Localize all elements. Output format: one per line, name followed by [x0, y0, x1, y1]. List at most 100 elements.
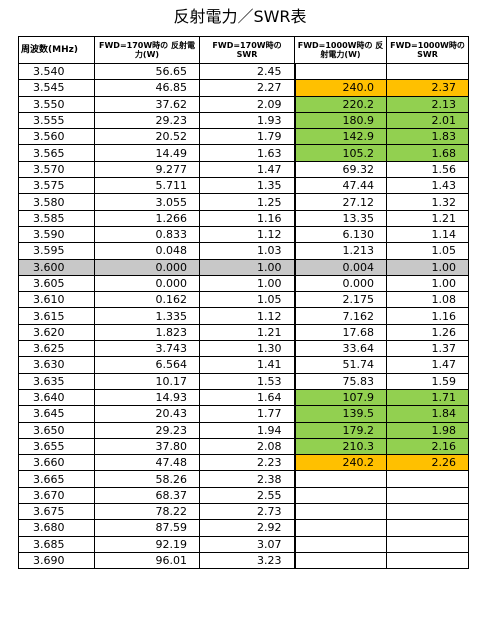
table-row: 3.560 20.52 1.79 142.9 1.83	[18, 128, 469, 146]
table-row: 3.690 96.01 3.23	[18, 551, 469, 570]
cell-reflected-170w: 20.43	[94, 405, 200, 423]
cell-swr-1000w	[386, 62, 469, 81]
cell-frequency: 3.645	[18, 405, 95, 423]
cell-swr-170w: 2.45	[199, 62, 295, 81]
cell-reflected-170w: 0.000	[94, 274, 200, 293]
table-row: 3.580 3.055 1.25 27.12 1.32	[18, 193, 469, 211]
table-row: 3.640 14.93 1.64 107.9 1.71	[18, 388, 469, 407]
table-row: 3.675 78.22 2.73	[18, 503, 469, 521]
cell-swr-1000w	[386, 470, 469, 488]
cell-swr-170w: 1.64	[199, 388, 295, 407]
cell-frequency: 3.660	[18, 454, 95, 472]
table-body: 3.540 56.65 2.45 3.545 46.85 2.27 240.0 2.37 3.5…	[18, 62, 469, 570]
cell-reflected-170w: 3.743	[94, 340, 200, 358]
cell-swr-1000w: 1.37	[386, 340, 469, 358]
cell-reflected-170w: 68.37	[94, 486, 200, 505]
cell-frequency: 3.665	[18, 470, 95, 488]
cell-reflected-170w: 46.85	[94, 79, 200, 97]
cell-reflected-1000w	[293, 519, 387, 537]
cell-swr-170w: 1.41	[199, 356, 295, 374]
cell-swr-170w: 1.21	[199, 323, 295, 342]
cell-reflected-1000w: 180.9	[293, 111, 387, 130]
cell-reflected-170w: 37.62	[94, 95, 200, 113]
cell-swr-1000w: 1.47	[386, 356, 469, 374]
table-row: 3.620 1.823 1.21 17.68 1.26	[18, 323, 469, 342]
cell-swr-170w: 1.12	[199, 307, 295, 325]
cell-swr-170w: 2.08	[199, 437, 295, 456]
cell-frequency: 3.685	[18, 535, 95, 553]
cell-reflected-170w: 1.823	[94, 323, 200, 342]
table-row: 3.660 47.48 2.23 240.2 2.26	[18, 454, 469, 472]
cell-reflected-170w: 0.162	[94, 291, 200, 309]
table-row: 3.555 29.23 1.93 180.9 2.01	[18, 111, 469, 130]
cell-reflected-1000w: 47.44	[293, 177, 387, 195]
cell-reflected-1000w: 220.2	[293, 95, 387, 113]
cell-frequency: 3.595	[18, 242, 95, 260]
cell-reflected-170w: 0.048	[94, 242, 200, 260]
cell-reflected-1000w: 69.32	[293, 160, 387, 179]
header-frequency: 周波数(MHz)	[18, 36, 95, 64]
cell-swr-170w: 2.73	[199, 503, 295, 521]
cell-frequency: 3.580	[18, 193, 95, 211]
header-reflected-1000w: FWD=1000W時の 反射電力(W)	[294, 36, 387, 64]
table-row: 3.600 0.000 1.00 0.004 1.00	[18, 258, 469, 276]
cell-reflected-170w: 5.711	[94, 177, 200, 195]
cell-swr-170w: 1.00	[199, 258, 295, 276]
cell-swr-1000w	[386, 503, 469, 521]
cell-reflected-1000w: 51.74	[293, 356, 387, 374]
cell-swr-1000w: 1.71	[386, 388, 469, 407]
cell-swr-170w: 2.09	[199, 95, 295, 113]
cell-reflected-1000w: 0.004	[293, 258, 387, 276]
cell-swr-1000w	[386, 535, 469, 553]
cell-swr-1000w: 2.13	[386, 95, 469, 113]
cell-frequency: 3.610	[18, 291, 95, 309]
cell-swr-170w: 2.23	[199, 454, 295, 472]
cell-reflected-170w: 6.564	[94, 356, 200, 374]
cell-reflected-170w: 3.055	[94, 193, 200, 211]
cell-frequency: 3.680	[18, 519, 95, 537]
cell-reflected-170w: 92.19	[94, 535, 200, 553]
table-row: 3.585 1.266 1.16 13.35 1.21	[18, 209, 469, 227]
cell-swr-1000w: 1.32	[386, 193, 469, 211]
cell-swr-1000w: 1.21	[386, 209, 469, 227]
cell-swr-1000w: 1.43	[386, 177, 469, 195]
table-row: 3.615 1.335 1.12 7.162 1.16	[18, 307, 469, 325]
cell-reflected-1000w: 75.83	[293, 372, 387, 390]
table-row: 3.630 6.564 1.41 51.74 1.47	[18, 356, 469, 374]
cell-frequency: 3.605	[18, 274, 95, 293]
cell-swr-170w: 1.25	[199, 193, 295, 211]
table-row: 3.635 10.17 1.53 75.83 1.59	[18, 372, 469, 390]
cell-reflected-170w: 47.48	[94, 454, 200, 472]
cell-swr-1000w	[386, 519, 469, 537]
header-swr-170w: FWD=170W時の SWR	[199, 36, 295, 64]
cell-swr-1000w: 1.98	[386, 421, 469, 439]
cell-frequency: 3.675	[18, 503, 95, 521]
cell-reflected-170w: 29.23	[94, 421, 200, 439]
cell-frequency: 3.690	[18, 551, 95, 570]
cell-swr-170w: 1.35	[199, 177, 295, 195]
page-title: 反射電力／SWR表	[173, 7, 307, 26]
cell-swr-1000w: 1.08	[386, 291, 469, 309]
cell-frequency: 3.650	[18, 421, 95, 439]
cell-swr-170w: 1.12	[199, 225, 295, 244]
header-row: 周波数(MHz) FWD=170W時の 反射電力(W) FWD=170W時の S…	[18, 36, 469, 64]
cell-reflected-170w: 87.59	[94, 519, 200, 537]
table-row: 3.605 0.000 1.00 0.000 1.00	[18, 274, 469, 293]
cell-swr-170w: 3.07	[199, 535, 295, 553]
cell-swr-1000w: 1.56	[386, 160, 469, 179]
cell-swr-1000w: 1.16	[386, 307, 469, 325]
cell-frequency: 3.670	[18, 486, 95, 505]
cell-frequency: 3.640	[18, 388, 95, 407]
cell-reflected-1000w	[293, 551, 387, 570]
table-row: 3.670 68.37 2.55	[18, 486, 469, 505]
table-row: 3.685 92.19 3.07	[18, 535, 469, 553]
cell-reflected-1000w: 210.3	[293, 437, 387, 456]
cell-reflected-1000w: 6.130	[293, 225, 387, 244]
table-row: 3.595 0.048 1.03 1.213 1.05	[18, 242, 469, 260]
cell-swr-170w: 1.63	[199, 144, 295, 162]
cell-reflected-170w: 14.49	[94, 144, 200, 162]
cell-swr-170w: 1.79	[199, 128, 295, 146]
cell-reflected-170w: 14.93	[94, 388, 200, 407]
cell-swr-1000w: 1.83	[386, 128, 469, 146]
cell-frequency: 3.615	[18, 307, 95, 325]
